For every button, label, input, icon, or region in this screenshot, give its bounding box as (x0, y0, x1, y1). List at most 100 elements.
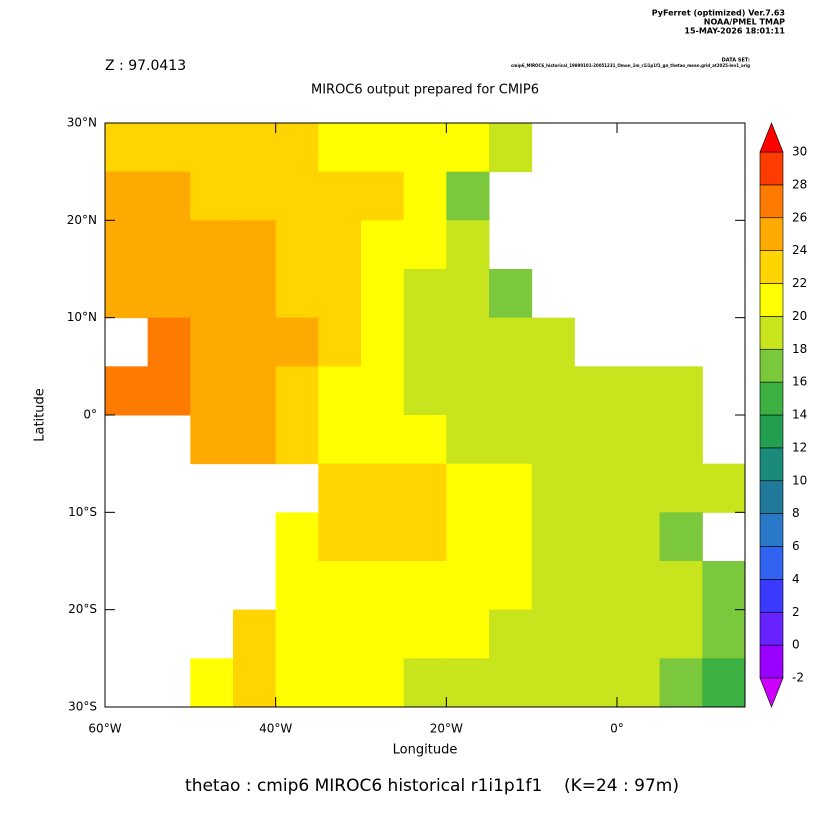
cell (531, 561, 575, 611)
cell (105, 220, 149, 270)
cell (190, 415, 234, 465)
cell (531, 366, 575, 416)
cell (446, 463, 490, 513)
cell (361, 269, 405, 319)
cell (318, 609, 362, 659)
cell (617, 561, 661, 611)
cell (702, 463, 746, 513)
cell (489, 609, 533, 659)
cell (318, 171, 362, 221)
cell (361, 317, 405, 367)
cell (446, 171, 490, 221)
y-tick-label: 20°N (67, 213, 97, 227)
cell (275, 366, 319, 416)
cell (233, 220, 277, 270)
cell (147, 220, 191, 270)
cell (275, 658, 319, 708)
cell (105, 123, 149, 173)
cell (617, 366, 661, 416)
cell (233, 366, 277, 416)
cell (275, 561, 319, 611)
cell (446, 269, 490, 319)
cell (318, 220, 362, 270)
cell (446, 317, 490, 367)
cell (659, 561, 703, 611)
cell (318, 658, 362, 708)
cell (361, 220, 405, 270)
caption: thetao : cmip6 MIROC6 historical r1i1p1f… (185, 776, 679, 796)
cell (574, 658, 618, 708)
cell (275, 220, 319, 270)
cell (489, 658, 533, 708)
cell (446, 123, 490, 173)
colorbar-box (759, 480, 784, 514)
cell (659, 366, 703, 416)
cell (318, 463, 362, 513)
cell (574, 512, 618, 562)
cell (190, 171, 234, 221)
cell (403, 415, 447, 465)
header-line: 15-MAY-2026 18:01:11 (684, 27, 785, 36)
cell (531, 415, 575, 465)
cell (275, 415, 319, 465)
cell (403, 609, 447, 659)
x-tick-label: 40°W (259, 722, 292, 736)
cell (659, 658, 703, 708)
x-tick-label: 20°W (430, 722, 463, 736)
colorbar-box (759, 316, 784, 350)
colorbar-label: 24 (792, 243, 807, 257)
cell (233, 317, 277, 367)
axes: 60°W 40°W 20°W 0° 30°S 20°S 10°S 0° 10°N 20°N 30°N (67, 116, 746, 736)
cell (275, 609, 319, 659)
cell (361, 512, 405, 562)
y-tick-label: 10°S (68, 505, 97, 519)
cell (275, 171, 319, 221)
cell (702, 658, 746, 708)
colorbar-over (759, 122, 784, 153)
colorbar-box (759, 283, 784, 317)
cell (361, 658, 405, 708)
cell (403, 317, 447, 367)
cell (403, 512, 447, 562)
cell (617, 415, 661, 465)
y-tick-label: 0° (83, 408, 97, 422)
cell (446, 658, 490, 708)
colorbar-box (759, 217, 784, 251)
colorbar-label: 16 (792, 375, 807, 389)
colorbar-label: 14 (792, 408, 807, 422)
cell (318, 269, 362, 319)
cell (446, 561, 490, 611)
cell (190, 123, 234, 173)
cell (318, 366, 362, 416)
cell (403, 220, 447, 270)
cell (233, 269, 277, 319)
colorbar-label: 10 (792, 473, 807, 487)
cell (190, 366, 234, 416)
colorbar-box (759, 151, 784, 186)
cell (403, 171, 447, 221)
colorbar-label: 4 (792, 572, 800, 586)
cell (489, 415, 533, 465)
chart-title: MIROC6 output prepared for CMIP6 (311, 83, 539, 98)
cell (446, 609, 490, 659)
colorbar-box (759, 513, 784, 547)
cell (489, 512, 533, 562)
colorbar-label: 12 (792, 440, 807, 454)
y-tick-label: 30°S (68, 700, 97, 714)
cell (233, 123, 277, 173)
y-tick-label: 10°N (67, 310, 97, 324)
cell (531, 512, 575, 562)
colorbar-box (759, 447, 784, 482)
cell (702, 609, 746, 659)
colorbar-label: 20 (792, 309, 807, 323)
cell (361, 415, 405, 465)
colorbar-label: 26 (792, 210, 807, 224)
cell (446, 366, 490, 416)
cell (190, 317, 234, 367)
cell (190, 269, 234, 319)
cell (574, 415, 618, 465)
colorbar-label: 6 (792, 539, 800, 553)
colorbar-label: -2 (792, 671, 804, 685)
y-tick-label: 20°S (68, 602, 97, 616)
